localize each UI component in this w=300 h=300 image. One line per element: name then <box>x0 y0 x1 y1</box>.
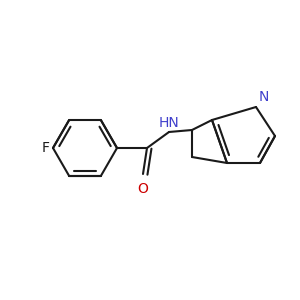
Text: HN: HN <box>159 116 179 130</box>
Text: F: F <box>42 141 50 155</box>
Text: N: N <box>259 90 269 104</box>
Text: O: O <box>138 182 148 196</box>
